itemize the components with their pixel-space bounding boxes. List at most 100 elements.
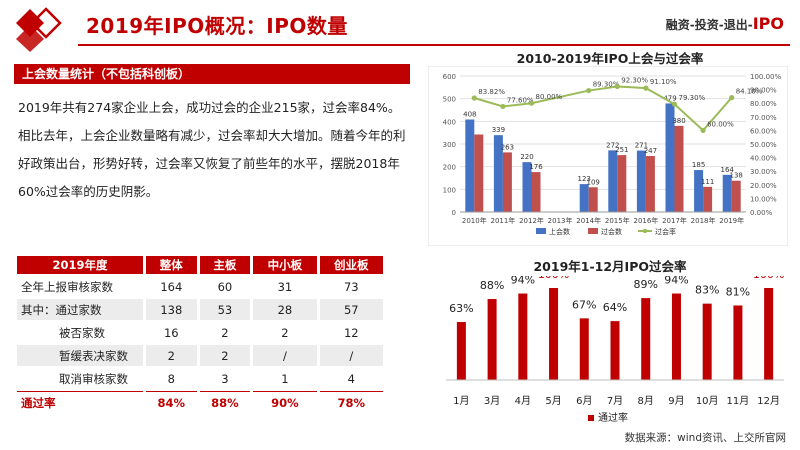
chart1-bar-label: 176 [529, 163, 543, 171]
table-header-sme-board: 中小板 [253, 256, 317, 274]
chart1-legend-swatch [642, 228, 648, 234]
row-label: 其中：通过家数 [17, 299, 143, 320]
chart1-bar-listed [465, 119, 475, 212]
chart2-bar-label: 63% [449, 302, 473, 315]
chart1-bar-passed [617, 155, 627, 212]
chart1-bar-passed [645, 156, 655, 212]
chart2-bar-label: 94% [511, 276, 535, 287]
chart1-x-tick: 2010年 [462, 216, 487, 225]
chart1-line-point [700, 127, 706, 133]
chart1-y2-tick: 90.00% [750, 87, 777, 95]
chart1-bar-listed [722, 174, 732, 212]
tagline-prefix: 融资-投资-退出- [665, 18, 753, 32]
summary-paragraph: 2019年共有274家企业上会，成功过会的企业215家，过会率84%。相比去年，… [18, 100, 406, 199]
table-row: 取消审核家数 8 3 1 4 [17, 368, 383, 389]
table-row: 被否家数 16 2 2 12 [17, 322, 383, 343]
chart1-x-tick: 2012年 [519, 216, 544, 225]
chart1-bar-listed [665, 103, 675, 212]
table-cell: / [253, 345, 317, 366]
chart1-line-label: 83.82% [478, 88, 505, 96]
chart1-bar-listed [522, 162, 532, 212]
chart1-x-tick: 2015年 [605, 216, 630, 225]
chart2-x-tick: 5月 [545, 395, 561, 407]
chart1-bar-passed [474, 134, 484, 212]
chart2-bar-chart: 63% 1月 88% 3月 94% 4月 100% 5月 67% 6月 64% 7月 89% 8月 94% 9… [446, 276, 784, 424]
table-row: 其中：通过家数 138 53 28 57 [17, 299, 383, 320]
table-header-main-board: 主板 [199, 256, 251, 274]
table-cell: 138 [146, 299, 197, 320]
chart1-y2-tick: 60.00% [750, 127, 777, 135]
chart1-bar-passed [703, 186, 713, 212]
table-cell: 2 [221, 325, 229, 340]
chart1-y2-tick: 100.00% [750, 73, 781, 81]
chart1-bar-listed [579, 184, 589, 212]
chart1-line-label: 60.00% [707, 120, 734, 128]
chart2-bar [671, 293, 681, 380]
chart2-bar [549, 288, 559, 380]
chart1-y2-tick: 30.00% [750, 168, 777, 176]
chart1-y2-tick: 20.00% [750, 182, 777, 190]
chart1-bar-passed [588, 187, 598, 212]
chart1-line-label: 84.10% [736, 88, 763, 96]
chart1-bar-listed [636, 150, 646, 212]
chart1-bar-passed [674, 125, 684, 212]
chart1-y-tick: 600 [443, 73, 456, 81]
chart2-bar-label: 100% [753, 276, 784, 281]
table-cell: 57 [319, 299, 383, 320]
chart1-bar-label: 339 [492, 126, 505, 134]
page-title: 2019年IPO概况：IPO数量 [86, 14, 348, 38]
chart1-legend-label: 上会数 [549, 227, 570, 236]
tagline: 融资-投资-退出-IPO [666, 14, 784, 33]
chart2-bar-label: 89% [634, 278, 658, 291]
chart1-line-point [500, 103, 506, 110]
row-label: 取消审核家数 [59, 371, 128, 386]
chart2-x-tick: 1月 [453, 395, 469, 407]
table-header-chinext: 创业板 [319, 256, 383, 274]
table-cell: 84% [146, 391, 197, 413]
chart1-line-label: 77.60% [507, 96, 534, 104]
chart1-x-tick: 2019年 [719, 216, 744, 225]
table-cell: 78% [319, 391, 383, 413]
chart2-bar-label: 94% [664, 276, 688, 287]
table-cell: 12 [343, 325, 359, 340]
table-cell: 73 [343, 279, 359, 294]
table-row: 全年上报审核家数 164 60 31 73 [17, 276, 383, 297]
chart1-line-point [471, 95, 477, 101]
table-header-row: 2019年度 整体 主板 中小板 创业板 [17, 256, 383, 274]
chart1-bar-label: 247 [644, 147, 657, 155]
chart1-y2-tick: 80.00% [750, 100, 777, 108]
chart2-bar [733, 305, 743, 380]
chart1-y-tick: 0 [452, 209, 456, 217]
chart1-y-tick: 400 [443, 118, 456, 126]
table-header-overall: 整体 [146, 256, 197, 274]
chart1-line-point [643, 85, 649, 91]
chart1-bar-listed [694, 170, 704, 212]
chart1-x-tick: 2014年 [576, 216, 601, 225]
table-cell: 164 [160, 279, 183, 294]
chart1-bar-label: 123 [578, 175, 591, 183]
chart1-legend-label: 过会率 [655, 227, 676, 236]
chart1-bar-label: 251 [615, 146, 628, 154]
chart2-bar [764, 288, 774, 380]
company-logo-icon [16, 7, 62, 52]
chart1-bar-label: 380 [672, 117, 685, 125]
chart2-bar-label: 100% [538, 276, 569, 281]
chart2-x-tick: 6月 [576, 395, 592, 407]
chart2-x-tick: 9月 [668, 395, 684, 407]
chart2-bar [456, 322, 466, 380]
table-cell: 28 [253, 299, 317, 320]
chart2-bar [518, 293, 528, 380]
chart2-legend-swatch [588, 415, 594, 421]
table-cell: 8 [167, 371, 175, 386]
chart1-bar-label: 479 [663, 94, 676, 102]
chart1-x-tick: 2011年 [490, 216, 515, 225]
chart1-y-tick: 500 [443, 96, 456, 104]
chart1-bar-listed [493, 135, 503, 212]
table-cell: 3 [221, 371, 229, 386]
chart1-line-point [671, 101, 678, 107]
chart1-y-tick: 200 [443, 164, 456, 172]
chart1-line-point [614, 83, 620, 90]
row-label: 通过率 [17, 391, 143, 413]
tagline-ipo: IPO [752, 14, 784, 33]
table-cell: / [319, 345, 383, 366]
